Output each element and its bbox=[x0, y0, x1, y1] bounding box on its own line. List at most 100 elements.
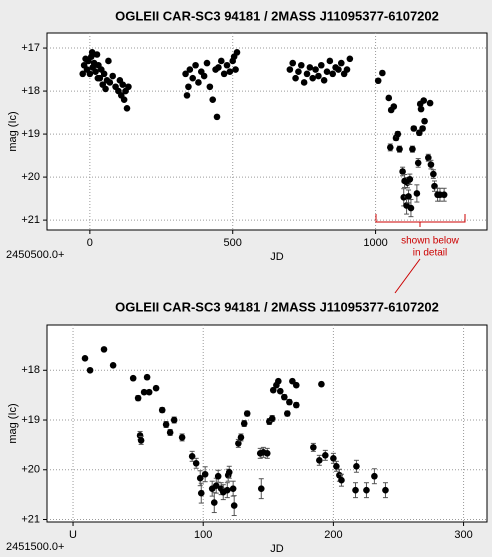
data-point bbox=[206, 83, 214, 91]
data-point bbox=[317, 61, 325, 69]
x-tick-label: 0 bbox=[87, 237, 93, 249]
data-point bbox=[94, 74, 102, 82]
data-point bbox=[186, 66, 194, 73]
chart-panel: OGLEII CAR-SC3 94181 / 2MASS J11095377-6… bbox=[6, 8, 488, 294]
data-point bbox=[166, 429, 174, 436]
data-point bbox=[426, 99, 434, 107]
data-point bbox=[105, 57, 112, 65]
data-point bbox=[192, 61, 199, 69]
data-point bbox=[413, 190, 421, 197]
data-point bbox=[315, 72, 322, 80]
data-point bbox=[292, 74, 299, 82]
data-point bbox=[337, 59, 345, 67]
data-point bbox=[385, 94, 393, 102]
data-point bbox=[240, 420, 248, 427]
data-point bbox=[109, 361, 117, 369]
data-point bbox=[109, 72, 117, 80]
x-axis-label: JD bbox=[270, 251, 284, 263]
data-point bbox=[100, 70, 108, 78]
data-point bbox=[223, 486, 231, 494]
data-point bbox=[312, 66, 319, 73]
data-point bbox=[427, 161, 435, 168]
data-point bbox=[309, 74, 317, 82]
data-point bbox=[237, 434, 245, 441]
data-point bbox=[100, 346, 108, 353]
data-point bbox=[134, 394, 142, 402]
data-point bbox=[286, 398, 293, 406]
x-tick-label: 1000 bbox=[363, 237, 387, 249]
data-point bbox=[182, 70, 189, 78]
y-tick-label: +21 bbox=[21, 214, 40, 226]
x-tick-label: 100 bbox=[194, 529, 212, 541]
data-point bbox=[419, 125, 426, 132]
data-point bbox=[382, 486, 389, 494]
data-point bbox=[320, 77, 328, 84]
y-tick-label: +18 bbox=[21, 85, 40, 97]
x-tick-label: 500 bbox=[224, 237, 242, 249]
data-point bbox=[123, 104, 131, 112]
data-point bbox=[203, 59, 211, 67]
data-point bbox=[106, 79, 114, 86]
data-point bbox=[421, 117, 428, 125]
data-point bbox=[410, 125, 418, 132]
data-point bbox=[394, 130, 402, 138]
data-point bbox=[158, 406, 166, 414]
x-tick-label: 200 bbox=[324, 529, 342, 541]
data-point bbox=[232, 66, 239, 73]
data-point bbox=[275, 377, 282, 385]
x-offset-label: 2451500.0+ bbox=[6, 541, 64, 553]
data-point bbox=[183, 92, 191, 99]
data-point bbox=[292, 401, 300, 409]
y-tick-label: +18 bbox=[21, 364, 40, 376]
annotation-text: in detail bbox=[413, 248, 447, 259]
data-point bbox=[425, 154, 432, 162]
data-point bbox=[440, 191, 448, 199]
data-point bbox=[323, 68, 331, 76]
data-point bbox=[286, 66, 294, 73]
data-point bbox=[86, 366, 94, 374]
data-point bbox=[431, 182, 438, 190]
data-point bbox=[297, 61, 305, 69]
data-point bbox=[233, 49, 241, 56]
data-point bbox=[192, 459, 200, 467]
data-point bbox=[215, 64, 222, 71]
data-point bbox=[170, 416, 178, 424]
data-point bbox=[229, 485, 237, 492]
data-point bbox=[326, 57, 334, 65]
data-point bbox=[310, 444, 317, 451]
y-tick-label: +19 bbox=[21, 414, 40, 426]
data-point bbox=[162, 421, 170, 428]
y-tick-label: +20 bbox=[21, 171, 40, 183]
data-point bbox=[318, 380, 325, 388]
data-point bbox=[201, 470, 209, 478]
data-point bbox=[263, 450, 271, 457]
data-point bbox=[333, 462, 340, 470]
data-point bbox=[235, 440, 242, 447]
annotation-pointer bbox=[394, 258, 421, 294]
data-point bbox=[386, 144, 394, 151]
data-point bbox=[335, 66, 342, 73]
data-point bbox=[140, 388, 148, 396]
x-tick-label: U bbox=[69, 529, 77, 541]
data-point bbox=[152, 384, 160, 392]
data-point bbox=[230, 502, 238, 509]
data-point bbox=[86, 70, 94, 78]
chart-panel: OGLEII CAR-SC3 94181 / 2MASS J11095377-6… bbox=[6, 299, 488, 555]
data-point bbox=[407, 204, 415, 212]
data-point bbox=[306, 64, 314, 71]
data-point bbox=[409, 145, 416, 153]
data-point bbox=[195, 79, 202, 86]
data-point bbox=[92, 68, 99, 76]
data-point bbox=[196, 474, 204, 482]
data-point bbox=[137, 437, 145, 444]
data-point bbox=[220, 70, 228, 78]
y-tick-label: +19 bbox=[21, 128, 40, 140]
data-point bbox=[379, 69, 386, 77]
data-point bbox=[225, 468, 233, 476]
data-point bbox=[129, 374, 137, 382]
data-point bbox=[316, 457, 323, 464]
data-point bbox=[185, 83, 192, 91]
data-point bbox=[119, 81, 127, 88]
data-point bbox=[292, 381, 300, 389]
